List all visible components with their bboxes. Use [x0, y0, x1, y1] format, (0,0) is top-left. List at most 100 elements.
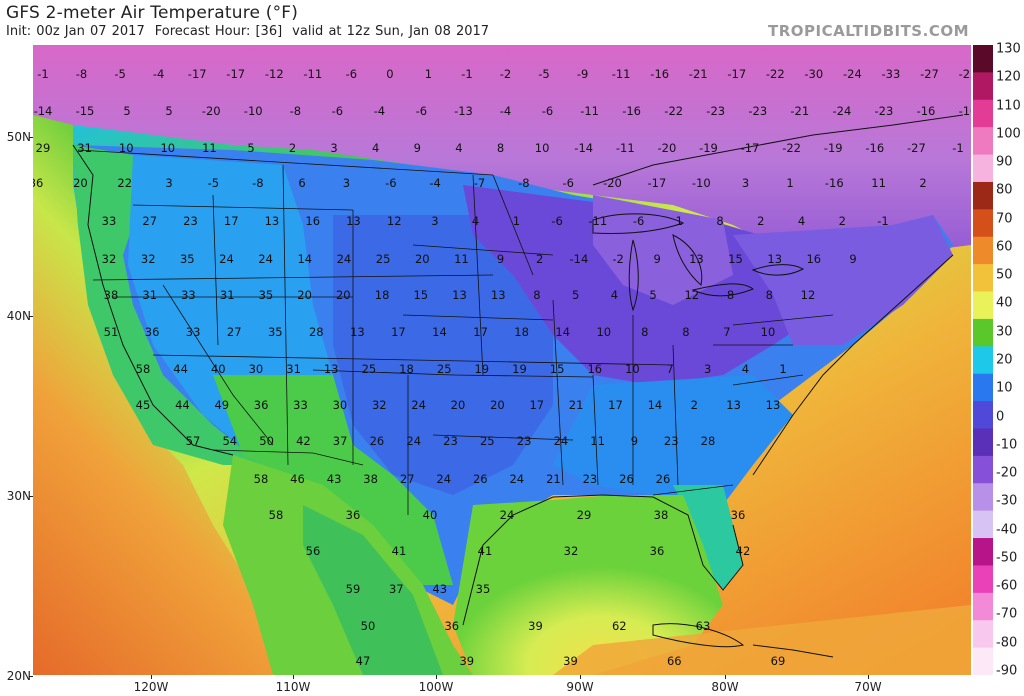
temperature-value: -6: [633, 214, 644, 228]
temperature-value: 62: [612, 619, 627, 633]
temperature-value: 25: [437, 362, 452, 376]
temperature-value: 15: [728, 252, 743, 266]
temperature-value: -6: [416, 104, 427, 118]
temperature-value: -16: [825, 176, 844, 190]
temperature-value: 23: [664, 434, 679, 448]
temperature-value: 14: [297, 252, 312, 266]
temperature-value: 63: [696, 619, 711, 633]
southwest-warm: [213, 375, 453, 585]
temperature-value: 5: [123, 104, 130, 118]
map-subtitle: Init: 00z Jan 07 2017 Forecast Hour: [36]…: [6, 24, 489, 39]
temperature-value: -6: [346, 67, 357, 81]
temperature-value: 1: [779, 362, 786, 376]
temperature-value: 33: [102, 214, 117, 228]
temperature-value: 15: [550, 362, 565, 376]
temperature-value: -6: [332, 104, 343, 118]
temperature-value: 54: [222, 434, 237, 448]
forecast-hour: Forecast Hour: [36]: [154, 24, 283, 39]
temperature-value: 44: [175, 398, 190, 412]
temperature-value: -4: [429, 176, 440, 190]
temperature-value: -1: [461, 67, 472, 81]
temperature-value: -14: [34, 104, 53, 118]
temperature-value: 20: [336, 288, 351, 302]
temperature-value: 4: [455, 141, 462, 155]
temperature-value: 50: [361, 619, 376, 633]
temperature-value: 17: [391, 325, 406, 339]
temperature-map: -1 -8 -5 -4 -17 -17 -12 -11 -6 0 1 -1 -2 -5 -9 -11 -16 -2…: [33, 45, 971, 675]
temperature-value: 11: [871, 176, 886, 190]
temperature-value: 14: [555, 325, 570, 339]
colorbar-segment: [973, 154, 993, 183]
longitude-tick: [580, 675, 581, 679]
temperature-value: 23: [183, 214, 198, 228]
temperature-value: 8: [682, 325, 689, 339]
temperature-value: 66: [667, 654, 682, 668]
colorbar-segment: [973, 401, 993, 429]
longitude-tick: [868, 675, 869, 679]
temperature-value: 3: [165, 176, 172, 190]
gulf-of-mexico: [453, 495, 723, 675]
colorbar-label: -20: [996, 465, 1018, 481]
temperature-value: -15: [76, 104, 95, 118]
temperature-value: 69: [771, 654, 786, 668]
temperature-value: 5: [247, 141, 254, 155]
temperature-value: 6: [298, 176, 305, 190]
temperature-value: 20: [490, 398, 505, 412]
temperature-value: -5: [208, 176, 219, 190]
temperature-value: 56: [306, 544, 321, 558]
temperature-value: 7: [723, 325, 730, 339]
temperature-value: -22: [782, 141, 801, 155]
temperature-value: -33: [882, 67, 901, 81]
temperature-value: 13: [265, 214, 280, 228]
colorbar-label: -50: [996, 550, 1018, 566]
temperature-value: 20: [73, 176, 88, 190]
temperature-value: 32: [141, 252, 156, 266]
temperature-value: -22: [766, 67, 785, 81]
colorbar-label: 60: [996, 239, 1013, 255]
colorbar-segment: [973, 510, 993, 539]
latitude-label: 50N: [6, 130, 31, 144]
colorbar-label: 80: [996, 182, 1013, 198]
temperature-value: 16: [806, 252, 821, 266]
temperature-value: -8: [76, 67, 87, 81]
temperature-value: -1: [952, 141, 963, 155]
southeast-warm: [553, 375, 793, 505]
colorbar-label: -30: [996, 493, 1018, 509]
colorbar-label: 70: [996, 211, 1013, 227]
temperature-value: -1: [877, 214, 888, 228]
temperature-value: -24: [833, 104, 852, 118]
temperature-value: 1: [786, 176, 793, 190]
temperature-value: 9: [414, 141, 421, 155]
temperature-value: -17: [727, 67, 746, 81]
temperature-value: 44: [173, 362, 188, 376]
temperature-value: 13: [766, 398, 781, 412]
temperature-value: -11: [616, 141, 635, 155]
temperature-value: 17: [529, 398, 544, 412]
longitude-label: 80W: [711, 680, 739, 694]
temperature-value: 1: [676, 214, 683, 228]
colorbar-segment: [973, 45, 993, 73]
temperature-value: 27: [227, 325, 242, 339]
temperature-value: 31: [286, 362, 301, 376]
colorbar-label: -70: [996, 606, 1018, 622]
temperature-value: -2: [612, 252, 623, 266]
temperature-value: 39: [528, 619, 543, 633]
temperature-value: -21: [689, 67, 708, 81]
colorbar-segment: [973, 565, 993, 594]
temperature-value: 14: [432, 325, 447, 339]
temperature-value: 4: [472, 214, 479, 228]
great-lakes-coldest: [593, 195, 733, 305]
temperature-value: 10: [625, 362, 640, 376]
temperature-value: 9: [654, 252, 661, 266]
temperature-value: 24: [337, 252, 352, 266]
brand-watermark: TROPICALTIDBITS.COM: [768, 22, 969, 40]
longitude-tick: [151, 675, 152, 679]
temperature-value: 35: [476, 582, 491, 596]
temperature-value: 4: [611, 288, 618, 302]
temperature-value: 29: [577, 508, 592, 522]
latitude-label: 40N: [6, 309, 31, 323]
temperature-value: 27: [142, 214, 157, 228]
temperature-value: 28: [701, 434, 716, 448]
temperature-value: 18: [514, 325, 529, 339]
temperature-value: 11: [202, 141, 217, 155]
